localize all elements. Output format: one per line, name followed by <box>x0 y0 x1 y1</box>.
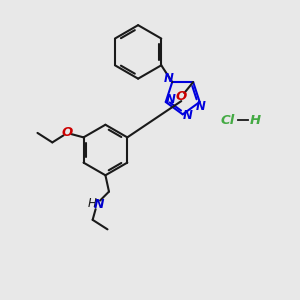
Text: O: O <box>61 126 73 140</box>
Text: N: N <box>165 93 175 106</box>
Text: H: H <box>250 114 261 127</box>
Text: H: H <box>88 197 97 210</box>
Text: N: N <box>93 199 104 212</box>
Text: N: N <box>164 72 174 85</box>
Text: N: N <box>183 109 193 122</box>
Text: O: O <box>176 90 187 104</box>
Text: Cl: Cl <box>220 114 234 127</box>
Text: N: N <box>196 100 206 113</box>
